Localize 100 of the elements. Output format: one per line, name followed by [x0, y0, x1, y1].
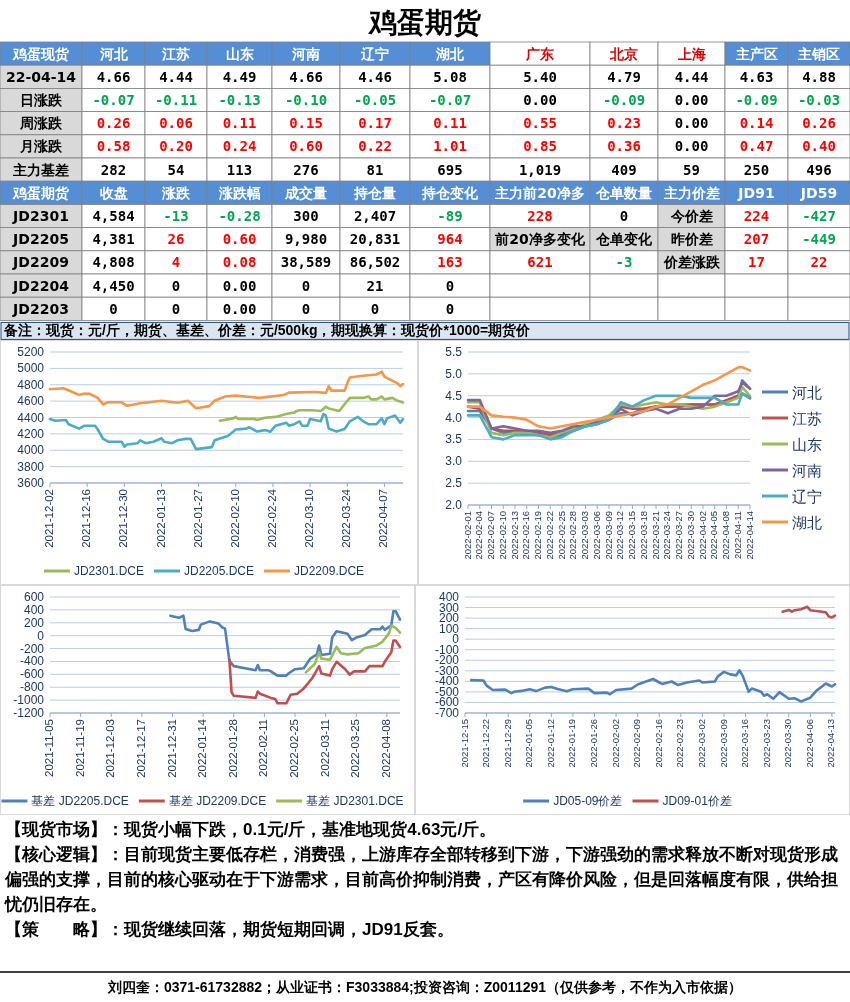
legend-label: 基差 JD2205.DCE: [31, 794, 129, 808]
x-tick-label: 2022-03-16: [739, 719, 751, 768]
y-tick-label: 3.5: [445, 432, 463, 447]
legend-label: JD2301.DCE: [73, 564, 144, 578]
x-tick-label: 2022-04-13: [825, 719, 837, 768]
text: 刘四奎：0371-61732882；从业证书：F3033884;投资咨询：Z0011291（仅供参考，不作为入市依据）: [106, 979, 743, 995]
x-tick-label: 2022-02-23: [674, 719, 686, 768]
y-tick-label: 200: [23, 615, 45, 630]
x-tick-label: 2022-01-27: [191, 489, 204, 548]
text: 【策 略】：现货继续回落，期货短期回调，JD91反套。: [5, 920, 454, 939]
text: 【现货市场】：现货小幅下跌，0.1元/斤，基准地现货4.63元/斤。: [5, 820, 497, 839]
legend-label: 基差 JD2301.DCE: [306, 794, 404, 808]
x-tick-label: 2021-12-30: [117, 489, 130, 548]
x-tick-label: 2022-03-23: [760, 719, 772, 768]
x-tick-label: 2022-01-19: [566, 719, 578, 768]
note: 备注：现货：元/斤，期货、基差、价差：元/500kg，期现换算：现货价*1000=期货价: [0, 321, 850, 340]
y-tick-label: 3600: [17, 476, 45, 490]
y-tick-label: 4800: [17, 377, 45, 392]
x-tick-label: 2022-03-03: [579, 511, 591, 560]
y-tick-label: 600: [23, 590, 45, 604]
y-tick-label: 4.0: [445, 410, 463, 425]
x-tick-label: 2022-03-10: [303, 489, 316, 548]
x-tick-label: 2022-01-14: [196, 718, 209, 778]
x-tick-label: 2021-12-29: [501, 719, 513, 768]
x-tick-label: 2022-04-02: [696, 511, 708, 560]
x-tick-label: 2022-02-13: [508, 511, 520, 560]
legend-label: 湖北: [792, 514, 822, 531]
legend-label: 辽宁: [792, 488, 822, 505]
x-tick-label: 2022-04-11: [731, 511, 743, 559]
line-series: [48, 412, 405, 451]
legend-label: 江苏: [792, 410, 822, 427]
legend-label: 河北: [792, 384, 822, 401]
x-tick-label: 2022-03-21: [649, 511, 661, 560]
x-tick-label: 2022-04-08: [379, 719, 392, 778]
x-tick-label: 2022-04-08: [720, 511, 732, 560]
legend-label: JD09-01价差: [662, 794, 732, 808]
y-tick-label: 2.0: [445, 498, 463, 512]
line-series: [48, 370, 405, 410]
y-tick-label: 5200: [17, 345, 45, 359]
x-tick-label: 2021-12-15: [458, 719, 470, 768]
y-tick-label: -1000: [13, 693, 45, 708]
x-tick-label: 2021-11-05: [43, 719, 56, 777]
x-tick-label: 2022-03-06: [590, 511, 602, 560]
y-tick-label: -600: [19, 667, 45, 682]
legend-label: 河南: [792, 462, 822, 479]
y-tick-label: 4.5: [445, 388, 463, 403]
y-tick-label: -400: [19, 654, 45, 669]
y-tick-label: 5.5: [445, 345, 463, 359]
x-tick-label: 2022-03-02: [695, 719, 707, 768]
x-tick-label: 2021-12-16: [80, 489, 93, 548]
y-tick-label: 5000: [17, 361, 45, 376]
x-tick-label: 2022-03-18: [637, 511, 649, 560]
y-tick-label: 0: [37, 628, 45, 643]
y-tick-label: -1200: [13, 706, 45, 720]
y-tick-label: 2.5: [445, 476, 463, 491]
x-tick-label: 2022-03-27: [673, 511, 685, 560]
legend-label: 山东: [792, 436, 822, 453]
x-tick-label: 2022-03-24: [661, 511, 673, 560]
x-tick-label: 2022-04-14: [743, 511, 755, 560]
text: 【核心逻辑】：目前现货主要低存栏，消费强，上游库存全部转移到下游，下游强劲的需求释放不断对现货形成偏强的支撑，目前的核心驱动在于下游需求，目前高价抑制消费，产区有降价风险，但是回落幅度有限，供给担忧仍旧存在。: [4, 845, 838, 914]
x-tick-label: 2022-01-13: [154, 489, 167, 548]
y-tick-label: 5.0: [445, 366, 463, 381]
x-tick-label: 2022-02-25: [288, 719, 301, 778]
text: 鸡蛋期货: [367, 7, 481, 38]
line-series: [228, 639, 402, 705]
x-tick-label: 2022-02-07: [485, 511, 497, 560]
x-tick-label: 2022-02-01: [461, 511, 473, 560]
x-tick-label: 2021-11-19: [73, 719, 86, 777]
line-series: [466, 366, 752, 430]
x-tick-label: 2022-02-16: [652, 719, 664, 768]
y-tick-label: -800: [19, 680, 45, 695]
x-tick-label: 2022-02-24: [265, 488, 278, 548]
legend-label: JD05-09价差: [553, 794, 623, 808]
x-tick-label: 2022-03-30: [684, 511, 696, 560]
line-series: [169, 609, 402, 677]
x-tick-label: 2021-12-22: [480, 719, 492, 768]
y-tick-label: -200: [19, 641, 45, 656]
x-tick-label: 2022-02-09: [631, 719, 643, 768]
x-tick-label: 2022-01-12: [544, 719, 556, 768]
x-tick-label: 2022-02-16: [520, 511, 532, 560]
y-tick-label: 4000: [17, 443, 45, 458]
y-tick-label: 4400: [17, 410, 45, 425]
y-tick-label: 400: [438, 590, 460, 604]
x-tick-label: 2021-12-31: [165, 719, 178, 778]
x-tick-label: 2022-02-10: [496, 511, 508, 560]
line-series: [469, 669, 837, 703]
x-tick-label: 2022-03-25: [349, 719, 362, 778]
x-tick-label: 2022-02-11: [257, 719, 270, 777]
legend-label: JD2209.DCE: [294, 564, 365, 578]
x-tick-label: 2022-02-02: [609, 719, 621, 768]
x-tick-label: 2022-03-09: [717, 719, 729, 768]
x-tick-label: 2022-02-25: [555, 511, 567, 560]
x-tick-label: 2022-03-12: [614, 511, 626, 560]
x-tick-label: 2022-02-19: [532, 511, 544, 560]
x-tick-label: 2022-04-06: [803, 719, 815, 768]
x-tick-label: 2021-12-17: [134, 719, 147, 778]
x-tick-label: 2021-12-02: [43, 489, 56, 548]
y-tick-label: 3800: [17, 459, 45, 474]
x-tick-label: 2022-03-15: [626, 511, 638, 560]
y-tick-label: -500: [434, 684, 460, 699]
